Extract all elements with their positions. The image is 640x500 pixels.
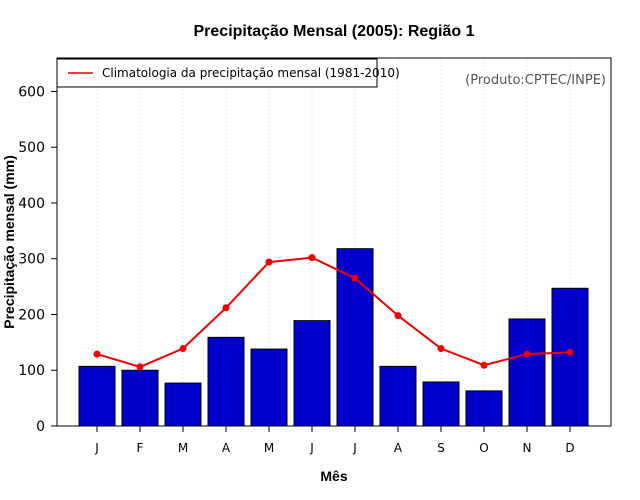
y-tick-label: 0: [36, 419, 45, 435]
bar-1: [121, 369, 159, 427]
climatology-point-8: [437, 344, 445, 352]
climatology-point-0: [93, 350, 101, 358]
x-axis-label: Mês: [320, 468, 347, 484]
bar-2: [164, 382, 202, 427]
climatology-point-5: [308, 254, 316, 262]
x-tick-label: A: [222, 441, 231, 455]
bar-7: [379, 365, 417, 427]
x-tick-label: J: [309, 441, 314, 455]
x-tick-label: M: [264, 441, 274, 455]
bar-9: [465, 390, 503, 427]
y-axis: 0 100 200 300 400 500 600: [18, 84, 57, 435]
legend: Climatologia da precipitação mensal (198…: [56, 58, 400, 88]
legend-box: [56, 58, 378, 88]
x-tick-label: J: [94, 441, 99, 455]
bar-11: [551, 287, 589, 427]
climatology-point-1: [136, 363, 144, 371]
y-tick-label: 500: [18, 140, 45, 156]
bar-5: [293, 320, 331, 427]
bar-10: [508, 318, 546, 427]
y-tick-label: 600: [18, 84, 45, 100]
x-tick-label: F: [137, 441, 144, 455]
chart-title: Precipitação Mensal (2005): Região 1: [194, 23, 475, 40]
bars: [78, 248, 589, 427]
y-tick-label: 100: [18, 363, 45, 379]
climatology-point-7: [394, 312, 402, 320]
plot-frame: [56, 57, 612, 427]
climatology-point-3: [222, 304, 230, 312]
climatology-point-2: [179, 344, 187, 352]
climatology-point-6: [351, 274, 359, 282]
y-axis-label: Precipitação mensal (mm): [1, 155, 17, 329]
climatology-line-group: [93, 254, 574, 371]
credit-annotation: (Produto:CPTEC/INPE): [465, 73, 606, 88]
x-tick-label: S: [437, 441, 445, 455]
y-tick-label: 400: [18, 196, 45, 212]
climatology-point-9: [480, 361, 488, 369]
legend-entry-climatology: Climatologia da precipitação mensal (198…: [102, 66, 400, 80]
y-tick-label: 200: [18, 307, 45, 323]
x-tick-label: A: [394, 441, 403, 455]
grid-lines: [96, 58, 571, 426]
bar-8: [422, 381, 460, 427]
x-tick-label: M: [178, 441, 188, 455]
climatology-point-11: [566, 348, 574, 356]
x-tick-label: O: [479, 441, 488, 455]
bar-3: [207, 336, 245, 427]
climatology-point-10: [523, 350, 531, 358]
bar-4: [250, 348, 288, 427]
climatology-point-4: [265, 258, 273, 266]
x-tick-label: N: [523, 441, 532, 455]
x-tick-label: J: [352, 441, 357, 455]
y-tick-label: 300: [18, 252, 45, 268]
x-tick-label: D: [565, 441, 574, 455]
climatology-line: [96, 256, 571, 368]
bar-0: [78, 365, 116, 427]
